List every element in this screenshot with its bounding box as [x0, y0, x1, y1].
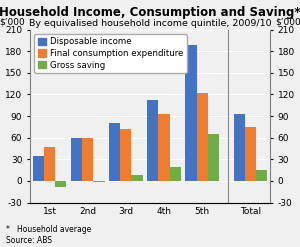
Bar: [196, 93, 208, 181]
Text: Household Income, Consumption and Saving*: Household Income, Consumption and Saving…: [0, 6, 300, 19]
Legend: Disposable income, Final consumption expenditure, Gross saving: Disposable income, Final consumption exp…: [34, 34, 187, 73]
Bar: [234, 114, 245, 181]
Text: By equivalised household income quintile, 2009/10: By equivalised household income quintile…: [29, 19, 271, 27]
Bar: [245, 127, 256, 181]
Bar: [55, 181, 66, 187]
Text: $’000: $’000: [0, 17, 25, 26]
Text: *   Household average
Source: ABS: * Household average Source: ABS: [6, 225, 91, 245]
Bar: [208, 134, 219, 181]
Bar: [158, 114, 169, 181]
Bar: [185, 45, 197, 181]
Bar: [71, 138, 82, 181]
Bar: [120, 129, 131, 181]
Bar: [82, 138, 93, 181]
Bar: [147, 100, 158, 181]
Bar: [44, 147, 55, 181]
Bar: [256, 170, 267, 181]
Bar: [109, 123, 120, 181]
Bar: [131, 175, 143, 181]
Text: $’000: $’000: [275, 17, 300, 26]
Bar: [93, 181, 105, 182]
Bar: [33, 156, 44, 181]
Bar: [169, 166, 181, 181]
